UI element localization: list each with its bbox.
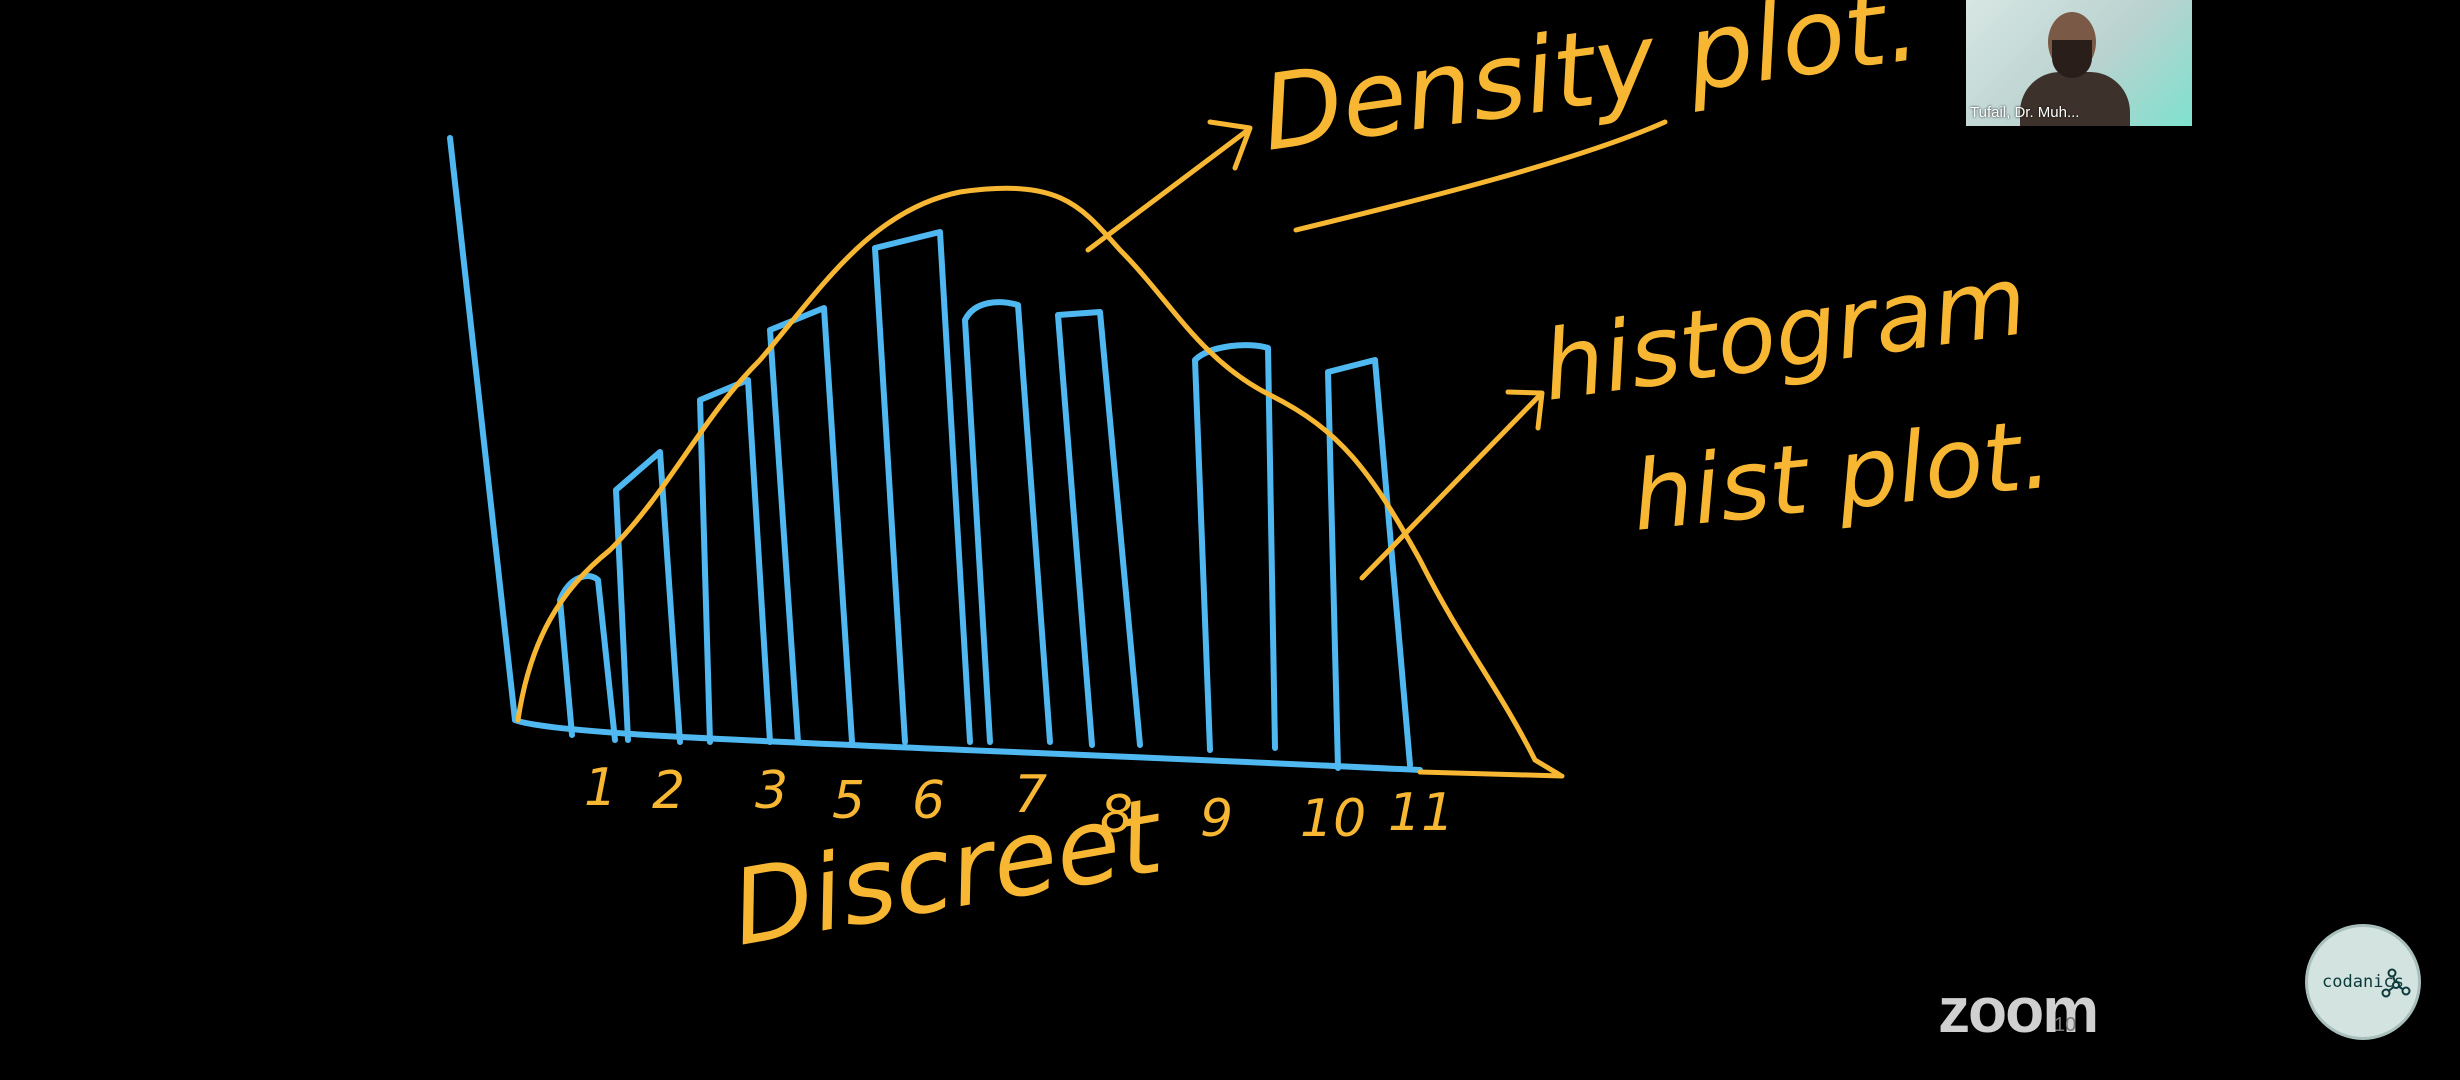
x-tick-label: 8 (1100, 785, 1133, 845)
y-axis-stroke (447, 135, 518, 723)
histogram-bar (962, 299, 1053, 745)
density-curve (515, 185, 1563, 778)
histogram-arrow (1359, 389, 1545, 581)
participant-body (2020, 72, 2130, 126)
participant-video-tile[interactable]: Tufail, Dr. Muh... (1966, 0, 2192, 126)
histogram-label: histogram (1536, 244, 2034, 423)
x-tick-label: 1 (584, 758, 617, 818)
participant-name: Tufail, Dr. Muh... (1970, 104, 2080, 121)
histogram-bar (1325, 357, 1413, 771)
density-arrow (1085, 119, 1253, 253)
x-tick-label: 2 (652, 761, 685, 821)
x-tick-label: 5 (832, 771, 865, 831)
histogram-bar (557, 573, 618, 743)
zoom-logo: zoom (1938, 974, 2099, 1046)
brand-name: codanics (2322, 972, 2404, 992)
hist-plot-label: hist plot. (1627, 398, 2057, 553)
baseline-extension (1417, 769, 1565, 779)
slide-number: 10 (2054, 1014, 2077, 1036)
histogram-bar (872, 229, 973, 745)
histogram-bar (1192, 342, 1278, 753)
histogram-bar (697, 377, 773, 745)
histogram-bar (613, 449, 683, 745)
x-tick-label: 10 (1300, 789, 1366, 849)
participant-beard (2052, 40, 2092, 78)
network-nodes-icon (2381, 968, 2411, 998)
histogram-bar (767, 305, 855, 745)
x-tick-label: 11 (1388, 783, 1454, 843)
x-axis-stroke (512, 717, 1423, 773)
x-tick-label: 6 (912, 771, 945, 831)
title-underline (1293, 119, 1668, 233)
histogram-bar (1055, 309, 1143, 748)
codanics-logo: codanics (2305, 924, 2421, 1040)
histogram-bars (557, 229, 1413, 771)
x-tick-label: 9 (1200, 789, 1233, 849)
x-tick-label: 7 (1014, 765, 1047, 825)
x-tick-label: 3 (755, 761, 788, 821)
x-tick-labels: 1 2 3 5 6 7 8 9 10 11 (584, 758, 1454, 849)
